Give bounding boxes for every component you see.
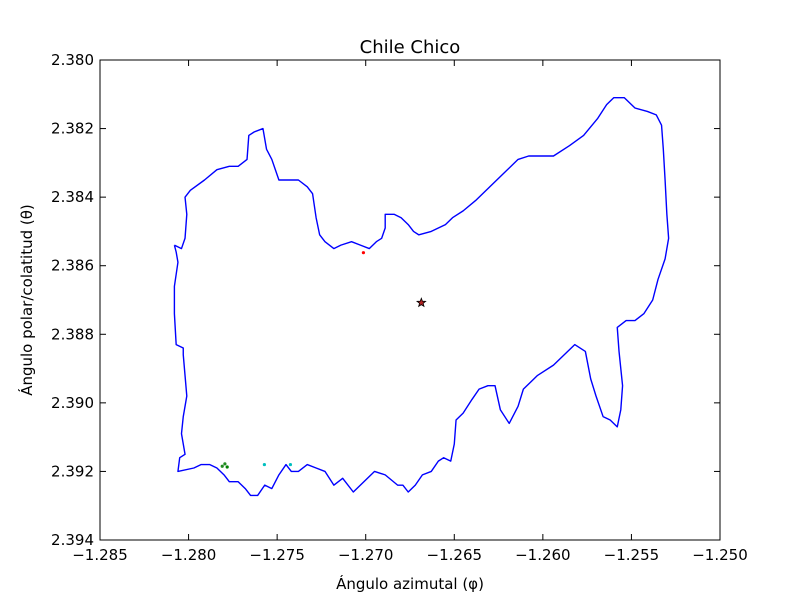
point-marker-5 [262, 462, 266, 467]
star-marker [415, 297, 427, 308]
x-axis-label: Ángulo azimutal (φ) [336, 574, 484, 593]
y-tick-label: 2.386 [51, 257, 94, 275]
point-marker-3 [220, 464, 224, 468]
y-axis: 2.380 2.382 2.384 2.386 2.388 2.390 2.392 2.394 [51, 51, 720, 549]
x-tick-label: −1.250 [692, 546, 748, 564]
x-tick-label: −1.275 [249, 546, 305, 564]
plot-frame [99, 59, 721, 541]
y-tick-label: 2.384 [51, 188, 94, 206]
y-tick-label: 2.392 [51, 462, 94, 480]
y-tick-label: 2.382 [51, 120, 94, 138]
x-tick-label: −1.255 [604, 546, 660, 564]
point-marker-6 [288, 462, 293, 467]
y-tick-label: 2.394 [51, 531, 94, 549]
x-tick-label: −1.280 [161, 546, 217, 564]
point-marker-4 [225, 465, 229, 469]
point-marker-1 [361, 251, 366, 255]
x-tick-label: −1.285 [72, 546, 128, 564]
y-tick-label: 2.388 [51, 325, 94, 343]
point-marker-2 [223, 462, 227, 466]
chart-title: Chile Chico [360, 37, 461, 58]
x-tick-label: −1.260 [515, 546, 571, 564]
boundary-line-0 [173, 97, 670, 497]
x-tick-label: −1.270 [338, 546, 394, 564]
plot-area [173, 97, 670, 497]
x-axis: −1.285 −1.280 −1.275 −1.270 −1.265 −1.260 −1.2… [72, 60, 748, 564]
y-axis-label: Ángulo polar/colatitud (θ) [17, 204, 36, 396]
y-tick-label: 2.390 [51, 394, 94, 412]
y-tick-label: 2.380 [51, 51, 94, 69]
x-tick-label: −1.265 [427, 546, 483, 564]
